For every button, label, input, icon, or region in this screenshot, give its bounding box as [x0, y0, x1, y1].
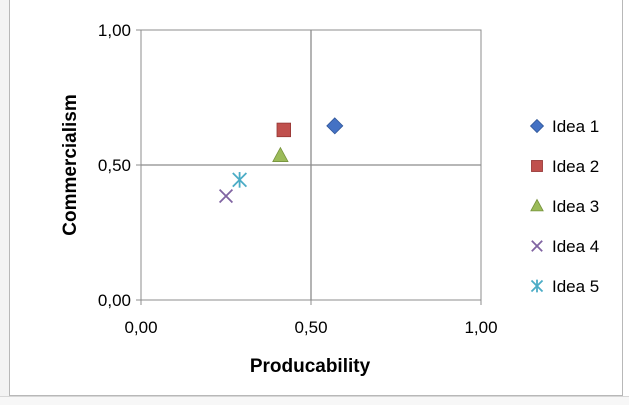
- data-point-idea-5: [232, 172, 248, 188]
- triangle-marker: [530, 198, 544, 212]
- x-marker-stroke: [218, 189, 234, 204]
- legend-marker: [530, 279, 544, 293]
- chart-object[interactable]: Producability Commercialism 0,00 0,50 1,00…: [9, 0, 623, 396]
- data-point-idea-2: [276, 122, 292, 138]
- y-tick-label: 0,50: [98, 156, 131, 175]
- data-points: [218, 117, 344, 204]
- data-point-idea-3: [272, 146, 289, 162]
- x-tick-label: 0,00: [124, 318, 157, 337]
- y-tick-label: 0,00: [98, 291, 131, 310]
- plot-area: [140, 29, 482, 301]
- data-point-idea-4: [218, 189, 234, 204]
- y-tick-label: 1,00: [98, 21, 131, 40]
- sheet-edge-bottom: [0, 396, 629, 405]
- legend-marker: [531, 160, 543, 172]
- legend-item: Idea 2: [531, 157, 599, 176]
- legend-marker: [529, 118, 545, 134]
- scatter-chart: Producability Commercialism 0,00 0,50 1,00…: [60, 21, 599, 377]
- legend-marker: [530, 198, 544, 212]
- x-axis-title: Producability: [250, 356, 371, 377]
- legend: Idea 1 Idea 2 Idea 3 Idea 4 Idea 5: [529, 117, 599, 296]
- diamond-marker: [529, 118, 545, 134]
- legend-label: Idea 3: [552, 197, 599, 216]
- square-marker: [276, 122, 292, 138]
- legend-label: Idea 4: [552, 237, 599, 256]
- legend-label: Idea 1: [552, 117, 599, 136]
- legend-marker: [531, 240, 543, 252]
- legend-item: Idea 3: [530, 197, 599, 216]
- diamond-marker: [326, 117, 344, 135]
- legend-item: Idea 5: [530, 277, 599, 296]
- legend-label: Idea 5: [552, 277, 599, 296]
- axes: Producability Commercialism 0,00 0,50 1,00…: [60, 21, 498, 377]
- data-point-idea-1: [326, 117, 344, 135]
- x-tick-label: 1,00: [464, 318, 497, 337]
- x-marker-stroke: [531, 240, 543, 252]
- square-marker: [531, 160, 543, 172]
- triangle-marker: [272, 146, 289, 162]
- legend-label: Idea 2: [552, 157, 599, 176]
- y-axis-title: Commercialism: [60, 94, 81, 236]
- legend-item: Idea 1: [529, 117, 599, 136]
- x-tick-label: 0,50: [294, 318, 327, 337]
- legend-item: Idea 4: [531, 237, 599, 256]
